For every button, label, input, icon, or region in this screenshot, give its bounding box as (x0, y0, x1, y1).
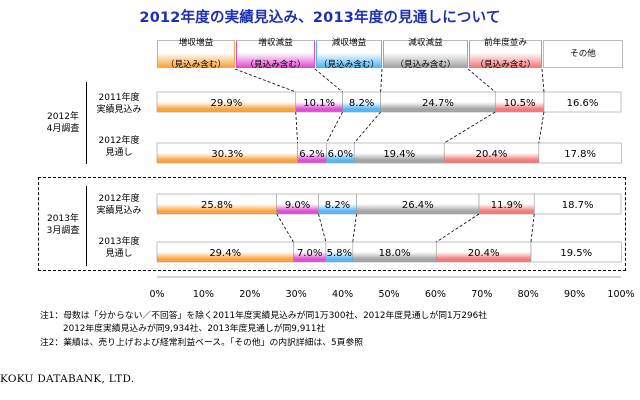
bar-label-0-1: 10.1% (303, 98, 335, 109)
connector-0-3 (444, 111, 496, 144)
x-tick-label-2: 20% (239, 289, 260, 300)
row-label-0: 2011年度 実績見込み (90, 92, 148, 116)
bar-1-5 (538, 142, 622, 164)
x-tick-label-9: 90% (564, 289, 585, 300)
connector-0-2 (353, 111, 381, 144)
legend-item-4-sub: （見込み含む） (475, 59, 536, 70)
bar-label-0-4: 10.5% (504, 98, 536, 109)
bar-label-0-2: 8.2% (349, 98, 374, 109)
legend-connector-2 (380, 68, 383, 93)
legend-item-3-sub: （見込み含む） (395, 59, 456, 70)
bar-label-1-1: 6.2% (299, 149, 324, 160)
group-bracket-2013 (86, 186, 97, 266)
legend-item-1-label: 増収減益 (258, 37, 293, 48)
row-label-3: 2013年度 見通し (90, 236, 148, 260)
legend-item-5: その他 (543, 40, 623, 68)
bar-label-2-4: 11.9% (491, 200, 523, 211)
legend-connector-0 (234, 68, 296, 93)
footer-company: KOKU DATABANK, LTD. (0, 373, 135, 385)
bar-label-2-2: 8.2% (325, 200, 350, 211)
legend-connector-4 (541, 68, 545, 93)
row-label-2: 2012年度 実績見込み (90, 193, 148, 217)
bar-2-5 (533, 193, 622, 215)
x-tick-label-0: 0% (149, 289, 164, 300)
bar-label-3-5: 19.5% (560, 248, 592, 259)
connector-0-4 (538, 111, 545, 144)
legend-connector-1 (314, 68, 343, 93)
bar-label-3-2: 5.8% (327, 248, 352, 259)
bar-label-3-3: 18.0% (379, 248, 411, 259)
legend-item-1: 増収減益 （見込み含む） (236, 37, 315, 70)
bar-label-2-5: 18.7% (562, 200, 594, 211)
note-1-continued: 2012年度実績見込みが同9,934社、2013年度見通しが同9,911社 (63, 324, 326, 334)
bar-0-5 (543, 91, 622, 113)
page-title: 2012年度の実績見込み、2013年度の見通しについて (139, 10, 501, 26)
connector-1-2 (352, 213, 357, 243)
bar-label-3-0: 29.4% (209, 248, 241, 259)
bar-label-3-4: 20.4% (468, 248, 500, 259)
row-label-2-text: 2012年度 実績見込み (96, 194, 142, 216)
legend-item-3-label: 減収減益 (408, 37, 443, 48)
bar-label-1-2: 6.0% (328, 149, 353, 160)
group-box-2013 (38, 177, 626, 271)
legend-item-0-label: 増収増益 (178, 37, 214, 48)
legend-item-2-sub: （見込み含む） (318, 59, 380, 70)
x-tick-label-7: 70% (471, 289, 492, 300)
connector-1-0 (276, 213, 294, 243)
row-label-0-text: 2011年度 実績見込み (96, 93, 142, 115)
bar-label-0-3: 24.7% (422, 98, 454, 109)
legend-item-4-label: 前年度並み (484, 37, 527, 48)
group-label-2013-march: 2013年 3月調査 (40, 213, 86, 237)
row-label-3-text: 2013年度 見通し (98, 237, 140, 259)
legend-item-0-sub: （見込み含む） (165, 59, 227, 70)
note-1: 注1：母数は「分からない／不回答」を除く2011年度実績見込みが同1万300社、… (40, 311, 488, 321)
legend-item-5-label: その他 (570, 48, 596, 59)
legend-item-2: 減収増益 （見込み含む） (316, 37, 382, 70)
x-tick-label-8: 80% (518, 289, 539, 300)
bar-label-1-4: 20.4% (476, 149, 508, 160)
row-label-1: 2012年度 見通し (90, 135, 148, 159)
x-tick-label-6: 60% (425, 289, 446, 300)
bar-label-1-3: 19.4% (383, 149, 415, 160)
bar-label-2-1: 9.0% (285, 200, 310, 211)
connector-1-1 (318, 213, 327, 243)
legend-item-1-sub: （見込み含む） (245, 59, 306, 70)
bar-label-2-0: 25.8% (201, 200, 233, 211)
connector-0-1 (326, 111, 343, 144)
group-label-2013-march-text: 2013年 3月調査 (46, 214, 80, 236)
legend-item-0: 増収増益 （見込み含む） (157, 37, 235, 70)
row-label-1-text: 2012年度 見通し (98, 136, 140, 158)
x-tick-label-1: 10% (193, 289, 214, 300)
x-tick-label-3: 30% (286, 289, 307, 300)
legend-item-4: 前年度並み （見込み含む） (469, 37, 542, 70)
legend-item-2-label: 減収増益 (331, 37, 367, 48)
connector-1-4 (530, 213, 535, 243)
x-tick-label-10: 100% (607, 289, 634, 300)
group-bracket-2012 (86, 82, 97, 164)
x-tick-label-5: 50% (378, 289, 399, 300)
note-2: 注2：業績は、売り上げおよび経常利益ベース。「その他」の内訳詳細は、5頁参照 (40, 338, 364, 348)
bar-3-5 (530, 241, 622, 263)
legend-connector-3 (467, 68, 496, 93)
connector-1-3 (436, 213, 480, 243)
bar-label-1-5: 17.8% (564, 149, 596, 160)
bar-label-2-3: 26.4% (402, 200, 434, 211)
legend-item-3: 減収減益 （見込み含む） (383, 37, 468, 70)
connector-0-0 (295, 111, 298, 144)
group-label-2012-april-text: 2012年 4月調査 (46, 112, 80, 134)
bar-label-0-0: 29.9% (210, 98, 242, 109)
bar-label-1-0: 30.3% (211, 149, 243, 160)
group-label-2012-april: 2012年 4月調査 (40, 111, 86, 135)
bar-label-0-5: 16.6% (567, 98, 599, 109)
x-tick-label-4: 40% (332, 289, 353, 300)
bar-label-3-1: 7.0% (297, 248, 322, 259)
